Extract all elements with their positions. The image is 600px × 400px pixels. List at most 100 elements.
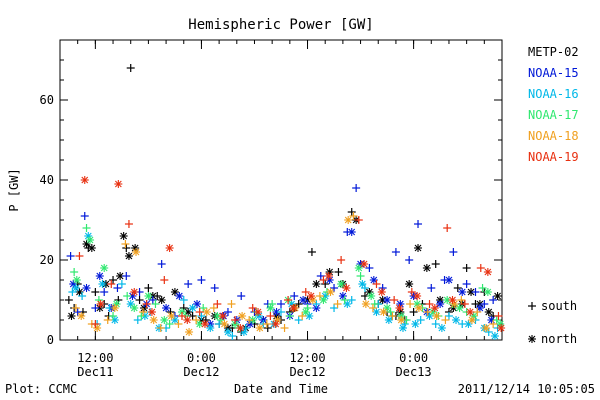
south-point [100,288,109,296]
north-point [483,268,492,276]
north-point [110,304,119,312]
south-point [174,320,183,328]
north-point [377,288,386,296]
north-point [367,292,376,300]
series-points [75,176,506,332]
marker-legend: south north [528,299,577,346]
south-point [75,252,84,260]
north-point [358,280,367,288]
north-point [312,280,321,288]
north-point [354,264,363,272]
north-point [448,296,457,304]
north-point [130,304,139,312]
south-point [347,208,356,216]
north-point [110,316,119,324]
south-point [352,184,361,192]
north-point [490,332,499,340]
legend-entry: NOAA-17 [528,108,579,122]
south-point [78,292,87,300]
north-point [397,316,406,324]
south-point [188,312,197,320]
north-point [223,328,232,336]
south-point [124,220,133,228]
north-point [443,296,452,304]
south-point [117,280,126,288]
south-point [405,256,414,264]
north-point [483,288,492,296]
north-point [160,316,169,324]
south-point [126,64,135,72]
south-point [184,280,193,288]
north-point [347,228,356,236]
south-point [199,304,208,312]
south-point [431,260,440,268]
south-point [109,276,118,284]
north-point [82,284,91,292]
south-point [91,304,100,312]
north-point [458,288,467,296]
north-point [475,304,484,312]
south-point [284,296,293,304]
legend-entry: NOAA-19 [528,150,579,164]
south-point [248,304,257,312]
north-point [337,280,346,288]
south-point [414,220,423,228]
south-point [195,308,204,316]
south-point [192,316,201,324]
x-axis-label: Date and Time [234,382,328,396]
y-axis-label: P [GW] [7,168,21,211]
north-point [165,244,174,252]
legend-entry: NOAA-16 [528,87,579,101]
south-point [277,300,285,308]
south-point [356,272,365,280]
north-point [484,308,493,316]
south-point [453,284,462,292]
south-point [416,316,425,324]
south-point [391,248,400,256]
y-tick-label: 60 [40,93,54,107]
x-tick-time: 12:00 [77,351,113,365]
south-point [473,308,482,316]
south-point [82,224,91,232]
north-point [246,320,255,328]
y-axis-ticks: 0 20 40 60 [40,59,502,347]
south-point [165,320,174,328]
north-point [93,324,102,332]
south-point [330,284,339,292]
south-point [209,304,218,312]
south-point [409,308,418,316]
south-point [123,292,132,300]
north-point [338,292,347,300]
north-point [114,180,123,188]
north-point [466,308,475,316]
north-point [414,244,423,252]
north-point [162,304,171,312]
south-point [285,312,294,320]
south-point [528,302,536,310]
south-point [460,300,469,308]
north-point [236,324,245,332]
south-point [266,312,275,320]
south-point [137,312,146,320]
north-point [273,316,282,324]
south-point [333,300,342,308]
north-point [455,304,464,312]
north-point [77,312,86,320]
north-point [395,304,404,312]
north-point [213,312,222,320]
north-point [98,280,107,288]
north-point [324,272,333,280]
north-point [266,304,275,312]
y-tick-label: 20 [40,253,54,267]
north-point [432,312,441,320]
south-point [425,300,434,308]
series-points [64,64,502,336]
south-point [66,252,75,260]
north-point [372,308,381,316]
north-point [132,248,141,256]
north-point [342,284,351,292]
north-point [467,316,476,324]
x-tick-date: Dec12 [183,365,219,379]
south-point [71,304,80,312]
